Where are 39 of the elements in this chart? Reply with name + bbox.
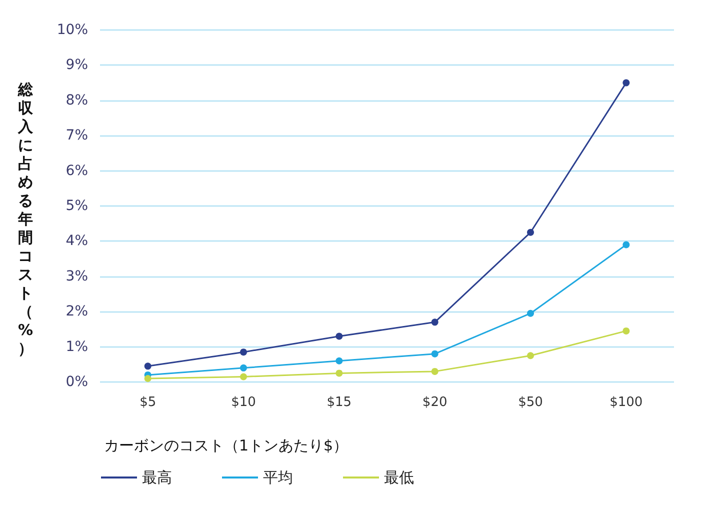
point <box>431 350 438 358</box>
y-tick-label: 3% <box>66 268 88 284</box>
y-tick-label: 5% <box>66 198 88 214</box>
point <box>622 241 630 248</box>
y-tick-label: 8% <box>66 92 88 108</box>
x-tick-label: $100 <box>610 395 643 410</box>
y-tick-label: 6% <box>66 162 88 179</box>
y-tick-label: 1% <box>66 338 88 355</box>
y-tick-label: 4% <box>66 233 88 250</box>
y-tick-label: 9% <box>66 57 88 74</box>
point <box>431 368 438 375</box>
y-tick-label: 0% <box>66 374 88 390</box>
point <box>240 348 247 356</box>
legend-label: 最高 <box>142 468 172 486</box>
x-tick-label: $50 <box>518 395 543 410</box>
text: 総収入に占める年間コスト（%） <box>18 80 34 358</box>
point <box>144 362 152 370</box>
point <box>622 327 630 334</box>
point <box>622 79 630 86</box>
point <box>527 228 534 236</box>
x-tick-label: $5 <box>140 395 156 410</box>
point <box>240 373 247 380</box>
point <box>336 370 343 377</box>
x-axis-title: カーボンのコスト（1トンあたり$） <box>104 436 348 454</box>
point <box>336 332 343 340</box>
legend-label: 平均 <box>263 468 293 486</box>
x-tick-label: $10 <box>231 395 256 410</box>
point <box>336 357 343 364</box>
point <box>527 352 534 360</box>
point <box>431 318 438 326</box>
legend-label: 最低 <box>384 468 414 486</box>
y-tick-label: 7% <box>66 128 88 144</box>
point <box>240 364 247 372</box>
x-tick-label: $20 <box>422 395 448 410</box>
point <box>144 374 152 382</box>
y-tick-label: 2% <box>66 304 88 320</box>
x-tick-label: $15 <box>326 395 352 410</box>
point <box>527 310 534 317</box>
y-tick-label: 10% <box>56 22 88 38</box>
